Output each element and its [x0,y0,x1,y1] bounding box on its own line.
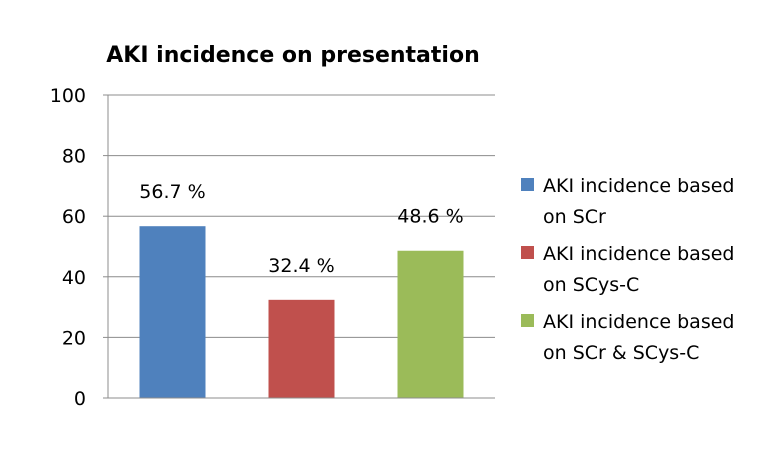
axes [107,95,495,399]
legend-label-line2: on SCys-C [543,274,639,296]
legend-swatch-2 [521,246,534,259]
legend-swatch-3 [521,314,534,327]
bars [139,226,464,398]
data-label-3: 48.6 % [397,206,463,228]
bar-1 [139,226,206,398]
bar-3 [397,250,464,398]
legend-label-line2: on SCr & SCys-C [543,342,699,364]
bar-2 [268,299,335,398]
data-labels: 56.7 % 32.4 % 48.6 % [139,181,463,277]
data-label-2: 32.4 % [268,255,334,277]
data-label-1: 56.7 % [139,181,205,203]
y-tick-label: 0 [74,388,86,410]
y-tick-label: 40 [62,267,86,289]
legend-swatch-1 [521,178,534,191]
legend-label-line1: AKI incidence based [543,311,734,333]
legend-label-line1: AKI incidence based [543,243,734,265]
y-tick-label: 100 [50,85,86,107]
y-axis-ticks: 0 20 40 60 80 100 [50,85,108,410]
legend-label-line2: on SCr [543,206,606,228]
y-tick-label: 60 [62,206,86,228]
legend-label-line1: AKI incidence based [543,175,734,197]
y-tick-label: 80 [62,146,86,168]
legend: AKI incidence based on SCr AKI incidence b… [521,175,734,364]
y-tick-label: 20 [62,327,86,349]
chart-title: AKI incidence on presentation [106,43,479,68]
